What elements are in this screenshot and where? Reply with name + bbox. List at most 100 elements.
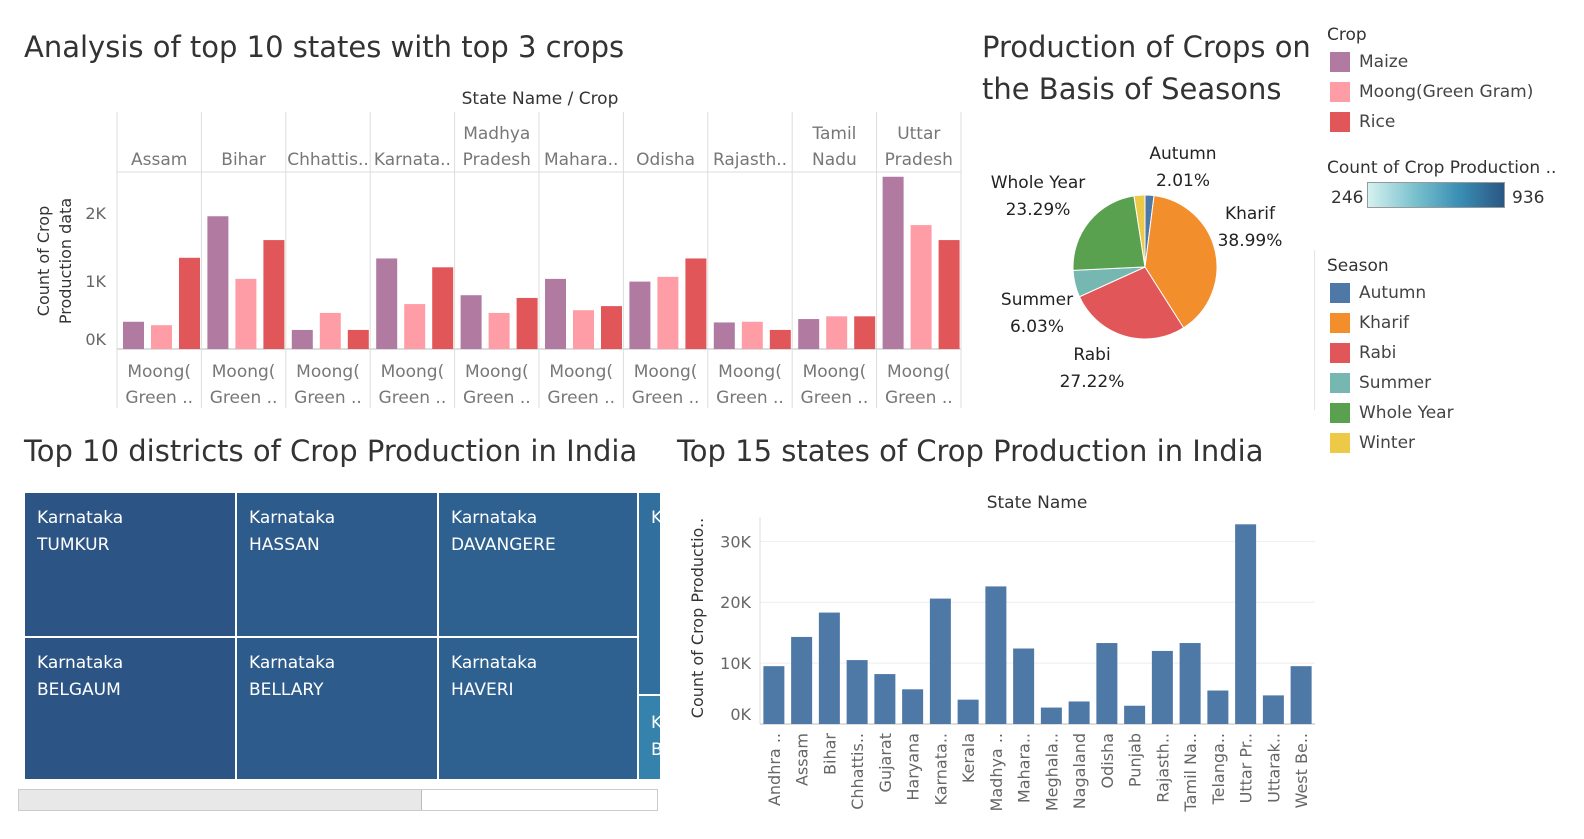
crop-label-line2: Green .. [885, 388, 953, 408]
treemap-cell-tumkur[interactable]: Karnataka TUMKUR [24, 492, 236, 637]
pie-pct-label: 38.99% [1218, 231, 1283, 251]
crop-label-line1: Moong( [887, 362, 951, 382]
treemap-cell-haveri[interactable]: Karnataka HAVERI [438, 637, 638, 780]
pie-pct-label: 27.22% [1060, 372, 1125, 392]
y-tick-label: 30K [720, 532, 751, 551]
bar-state [1179, 643, 1201, 724]
bar-moong-green-gram- [151, 325, 172, 349]
legend-divider [1314, 250, 1315, 410]
bar-rice [938, 240, 960, 349]
treemap-cell-state: Karnataka [249, 653, 336, 673]
bar-rice [432, 267, 454, 349]
bar-state [1096, 643, 1118, 724]
bar-state [929, 598, 951, 724]
bar-maize [291, 329, 313, 349]
state-header: Pradesh [885, 150, 953, 170]
bar-state [846, 660, 868, 724]
scrollbar-thumb[interactable] [19, 790, 422, 810]
pie-pct-label: 23.29% [1006, 200, 1071, 220]
season-legend-item-whole-year[interactable]: Whole Year [1330, 403, 1454, 423]
bar-state [1207, 690, 1229, 724]
swatch [1330, 433, 1350, 453]
x-tick-label: West Be.. [1292, 733, 1311, 808]
crop-legend-label: Rice [1359, 112, 1396, 132]
season-legend-item-autumn[interactable]: Autumn [1330, 283, 1426, 303]
pie-label: Summer [1001, 290, 1073, 310]
top-states-title: Analysis of top 10 states with top 3 cro… [24, 30, 625, 64]
state-header-line1: Tamil [811, 124, 856, 144]
treemap-cell-district: HAVERI [451, 680, 514, 700]
count-legend-min: 246 [1331, 188, 1364, 208]
bar-rice [179, 257, 200, 349]
season-legend-item-summer[interactable]: Summer [1330, 373, 1431, 393]
bar-rice [516, 297, 538, 349]
x-tick-label: Chhattis.. [848, 733, 867, 810]
x-tick-label: Assam [793, 733, 812, 786]
treemap-cell-district: TUMKUR [37, 535, 110, 555]
crop-label-line1: Moong( [212, 362, 276, 382]
treemap-horizontal-scrollbar[interactable] [18, 789, 658, 811]
bar-maize [798, 319, 820, 349]
treemap-cell-belgaum[interactable]: Karnataka BELGAUM [24, 637, 236, 780]
season-legend-label: Winter [1359, 433, 1416, 453]
bar-moong-green-gram- [910, 225, 932, 349]
treemap-cell-partial-2[interactable]: K B [638, 695, 660, 780]
bar-state [874, 674, 896, 724]
crop-legend-label: Moong(Green Gram) [1359, 82, 1534, 102]
treemap-cell-district: BELLARY [249, 680, 324, 700]
crop-legend-item-maize[interactable]: Maize [1330, 52, 1408, 72]
crop-label-line1: Moong( [381, 362, 445, 382]
bar-state [1013, 648, 1035, 724]
treemap-cell-district: BELGAUM [37, 680, 121, 700]
crop-label-line1: Moong( [296, 362, 360, 382]
treemap-cell-partial-1[interactable]: K [638, 492, 660, 695]
x-tick-label: Haryana [904, 733, 923, 801]
treemap-cell-davangere[interactable]: Karnataka DAVANGERE [438, 492, 638, 637]
season-legend-item-winter[interactable]: Winter [1330, 433, 1415, 453]
count-legend-gradient [1367, 182, 1505, 208]
state-header: Rajasth.. [713, 150, 787, 170]
bar-state [1151, 650, 1173, 724]
count-legend-title: Count of Crop Production .. [1327, 158, 1557, 178]
top15-title: Top 15 states of Crop Production in Indi… [677, 434, 1264, 468]
crop-label-line1: Moong( [634, 362, 698, 382]
bar-moong-green-gram- [235, 278, 257, 349]
x-tick-label: Andhra .. [765, 733, 784, 806]
treemap-cell-state: Karnataka [37, 508, 124, 528]
treemap-cell-district: HASSAN [249, 535, 320, 555]
bar-state [1040, 707, 1062, 724]
x-tick-label: Madhya .. [987, 733, 1006, 811]
bar-rice [347, 329, 369, 349]
bar-state [763, 666, 785, 724]
treemap-cell-district: B [651, 737, 660, 764]
x-tick-label: Nagaland [1070, 733, 1089, 809]
bar-rice [769, 329, 791, 349]
crop-label-line2: Green .. [716, 388, 784, 408]
season-legend-label: Summer [1359, 373, 1432, 393]
treemap-cell-bellary[interactable]: Karnataka BELLARY [236, 637, 438, 780]
swatch [1330, 283, 1350, 303]
crop-label-line2: Green .. [463, 388, 531, 408]
pie-label: Whole Year [991, 173, 1086, 193]
pie-slice-winter [1133, 194, 1146, 268]
bar-maize [713, 322, 735, 349]
x-tick-label: Tamil Na.. [1181, 733, 1200, 812]
state-header: Karnata.. [374, 150, 451, 170]
bar-moong-green-gram- [741, 321, 763, 349]
districts-treemap: Karnataka TUMKUR Karnataka HASSAN Karnat… [24, 492, 660, 780]
crop-legend-item-moong[interactable]: Moong(Green Gram) [1330, 82, 1533, 102]
y-tick-label: 0K [85, 330, 106, 349]
state-header-line1: Madhya [463, 124, 530, 144]
swatch [1330, 373, 1350, 393]
pie-pct-label: 2.01% [1156, 171, 1210, 191]
x-tick-label: Telanga.. [1209, 733, 1228, 805]
state-header: Assam [131, 150, 187, 170]
crop-label-line1: Moong( [549, 362, 613, 382]
season-legend-item-kharif[interactable]: Kharif [1330, 313, 1409, 333]
crop-label-line2: Green .. [632, 388, 700, 408]
y-tick-label: 20K [720, 593, 751, 612]
crop-legend-item-rice[interactable]: Rice [1330, 112, 1395, 132]
season-legend-item-rabi[interactable]: Rabi [1330, 343, 1396, 363]
treemap-cell-hassan[interactable]: Karnataka HASSAN [236, 492, 438, 637]
